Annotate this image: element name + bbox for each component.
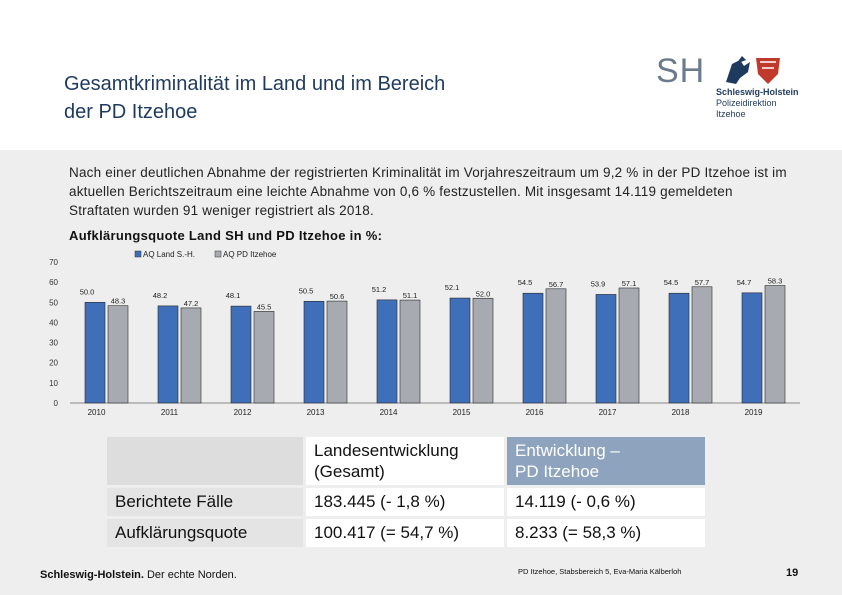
bar-pd-2015 [472, 297, 494, 404]
y-tick-label: 40 [49, 318, 58, 327]
bar-pd-2014 [399, 299, 421, 404]
data-label: 52.1 [445, 283, 460, 292]
row-national-value: 183.445 (- 1,8 %) [306, 488, 504, 516]
y-tick-label: 50 [49, 298, 58, 307]
logo-line2: Polizeidirektion [716, 98, 777, 108]
row-label: Berichtete Fälle [107, 488, 303, 516]
bar-land-2010 [84, 301, 106, 404]
data-label: 50.6 [330, 292, 345, 301]
header-national-line2: (Gesamt) [314, 462, 385, 481]
row-local-value: 8.233 (= 58,3 %) [507, 519, 705, 547]
y-tick-label: 10 [49, 379, 58, 388]
data-label: 58.3 [768, 277, 783, 286]
table-row: Berichtete Fälle 183.445 (- 1,8 %) 14.11… [107, 488, 705, 516]
bar-pd-2012 [253, 311, 275, 404]
y-tick-label: 0 [54, 399, 59, 408]
x-tick-label: 2011 [161, 408, 179, 417]
data-label: 51.1 [403, 291, 418, 300]
data-label: 48.2 [153, 291, 168, 300]
logo-line1: Schleswig-Holstein [716, 87, 799, 97]
bar-pd-2018 [691, 286, 713, 404]
page-number: 19 [786, 567, 799, 579]
bar-pd-2013 [326, 300, 348, 404]
data-label: 48.1 [226, 291, 241, 300]
logo-mark: SH [656, 52, 706, 90]
data-label: 57.1 [622, 279, 637, 288]
bar-pd-2017 [618, 287, 640, 404]
slide-title-line2: der PD Itzehoe [64, 101, 198, 123]
logo-text: Schleswig-Holstein Polizeidirektion Itze… [716, 87, 799, 120]
bar-land-2018 [668, 292, 690, 404]
row-local-value: 14.119 (- 0,6 %) [507, 488, 705, 516]
bar-land-2016 [522, 292, 544, 404]
data-label: 48.3 [111, 297, 126, 306]
data-label: 54.7 [737, 278, 752, 287]
sh-police-logo: SH Schleswig-Holstein Polizeidirektion I… [656, 50, 836, 120]
bar-land-2017 [595, 294, 617, 404]
x-tick-label: 2013 [307, 408, 325, 417]
x-tick-label: 2017 [599, 408, 617, 417]
y-tick-label: 60 [49, 278, 58, 287]
data-label: 52.0 [476, 289, 491, 298]
row-national-value: 100.417 (= 54,7 %) [306, 519, 504, 547]
data-label: 45.5 [257, 302, 272, 311]
header-national: Landesentwicklung (Gesamt) [306, 437, 504, 485]
y-tick-label: 30 [49, 339, 58, 348]
bar-pd-2019 [764, 285, 786, 404]
header-local: Entwicklung – PD Itzehoe [507, 437, 705, 485]
header-local-line1: Entwicklung – [515, 441, 620, 460]
row-label: Aufklärungsquote [107, 519, 303, 547]
footer-slogan-text: Der echte Norden. [143, 569, 237, 581]
data-label: 54.5 [664, 278, 679, 287]
data-label: 51.2 [372, 285, 387, 294]
x-tick-label: 2015 [453, 408, 471, 417]
coat-of-arms-icon [726, 56, 780, 84]
bar-land-2019 [741, 292, 763, 404]
x-tick-label: 2018 [672, 408, 690, 417]
clearance-rate-chart: 0 10 20 30 40 50 60 70 50.0 48.3 2010 48.2 47.2 2011 4… [49, 250, 800, 417]
intro-text: Nach einer deutlichen Abnahme der regist… [69, 165, 787, 218]
logo-line3: Itzehoe [716, 109, 746, 119]
bar-land-2012 [230, 305, 252, 404]
data-label: 50.0 [80, 287, 95, 296]
bar-land-2013 [303, 300, 325, 404]
x-tick-label: 2016 [526, 408, 544, 417]
table-header-row: Landesentwicklung (Gesamt) Entwicklung –… [107, 437, 705, 485]
table-corner-cell [107, 437, 303, 485]
legend-label-1: AQ PD Itzehoe [223, 250, 277, 259]
chart-heading: Aufklärungsquote Land SH und PD Itzehoe … [69, 228, 383, 243]
legend-swatch-1 [214, 250, 222, 258]
bar-pd-2016 [545, 288, 567, 404]
bar-land-2014 [376, 299, 398, 404]
x-tick-label: 2012 [234, 408, 252, 417]
y-tick-label: 70 [49, 258, 58, 267]
x-tick-label: 2014 [380, 408, 398, 417]
footer-slogan: Schleswig-Holstein. Der echte Norden. [40, 569, 237, 581]
data-label: 57.7 [695, 278, 710, 287]
data-label: 54.5 [518, 278, 533, 287]
data-label: 56.7 [549, 280, 564, 289]
x-tick-label: 2019 [745, 408, 763, 417]
slide-title-line1: Gesamtkriminalität im Land und im Bereic… [64, 73, 446, 95]
footer-source: PD Itzehoe, Stabsbereich 5, Eva-Maria Kä… [518, 567, 682, 576]
comparison-table: Landesentwicklung (Gesamt) Entwicklung –… [104, 434, 708, 550]
table-row: Aufklärungsquote 100.417 (= 54,7 %) 8.23… [107, 519, 705, 547]
legend-label-0: AQ Land S.-H. [143, 250, 195, 259]
header-local-line2: PD Itzehoe [515, 462, 600, 481]
x-tick-label: 2010 [88, 408, 106, 417]
bar-land-2011 [157, 305, 179, 404]
bar-pd-2010 [107, 305, 129, 404]
data-label: 50.5 [299, 286, 314, 295]
footer-brand: Schleswig-Holstein. [40, 569, 144, 581]
bar-land-2015 [449, 297, 471, 404]
data-label: 53.9 [591, 279, 606, 288]
slide-title: Gesamtkriminalität im Land und im Bereic… [64, 70, 604, 126]
bar-pd-2011 [180, 307, 202, 404]
header-national-line1: Landesentwicklung [314, 441, 459, 460]
y-tick-label: 20 [49, 359, 58, 368]
data-label: 47.2 [184, 299, 199, 308]
legend-swatch-0 [134, 250, 142, 258]
